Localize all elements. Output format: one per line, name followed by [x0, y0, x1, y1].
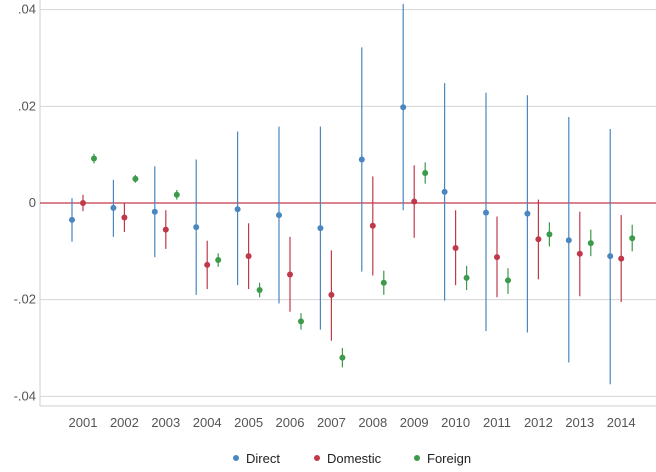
data-point [328, 291, 335, 298]
y-axis-ticks: .04 .02 0 -.02 -.04 [14, 2, 36, 404]
data-point [535, 236, 542, 243]
x-tick-label: 2001 [69, 415, 98, 430]
y-tick-label: .02 [18, 98, 36, 113]
data-point [204, 261, 211, 268]
series-foreign [91, 153, 636, 368]
data-point [441, 188, 448, 195]
data-point [411, 198, 418, 205]
x-tick-label: 2014 [607, 415, 636, 430]
data-point [298, 318, 304, 325]
legend: Direct Domestic Foreign [233, 451, 471, 466]
y-tick-label: -.04 [14, 388, 36, 403]
x-tick-label: 2003 [151, 415, 180, 430]
x-tick-label: 2008 [358, 415, 387, 430]
data-point [234, 206, 241, 213]
data-point [358, 156, 365, 163]
data-point [215, 257, 222, 264]
y-tick-label: .04 [18, 2, 36, 17]
data-point [587, 240, 594, 247]
x-tick-label: 2007 [317, 415, 346, 430]
x-tick-label: 2006 [276, 415, 305, 430]
grid-lines [39, 0, 656, 407]
data-point [151, 208, 158, 215]
data-point [422, 170, 429, 177]
series-direct [69, 3, 614, 385]
data-point [339, 354, 346, 361]
data-point [380, 279, 387, 286]
legend-marker [233, 455, 239, 461]
data-point [505, 277, 511, 284]
data-point [80, 200, 86, 206]
data-point [132, 175, 139, 182]
legend-marker [414, 455, 420, 461]
data-point [287, 271, 293, 278]
data-point [121, 214, 128, 221]
data-point [452, 244, 459, 251]
x-tick-label: 2002 [110, 415, 139, 430]
data-point [91, 155, 97, 162]
legend-marker [314, 455, 320, 461]
data-point [629, 235, 636, 242]
data-point [110, 204, 117, 211]
plot-marks [69, 3, 636, 385]
x-tick-label: 2009 [400, 415, 429, 430]
data-point [162, 226, 169, 233]
legend-label: Foreign [427, 451, 471, 466]
data-point [576, 250, 583, 257]
legend-label: Direct [246, 451, 280, 466]
series-domestic [80, 165, 625, 341]
data-point [193, 224, 200, 231]
data-point [369, 222, 376, 229]
data-point [463, 274, 470, 281]
legend-label: Domestic [327, 451, 382, 466]
data-point [618, 255, 625, 262]
data-point [607, 253, 614, 260]
data-point [400, 104, 407, 111]
x-axis-ticks: 2001 2002 2003 2004 2005 2006 2007 2008 2009 2010… [69, 415, 636, 430]
x-tick-label: 2011 [483, 415, 511, 430]
data-point [173, 191, 180, 198]
data-point [245, 253, 252, 260]
data-point [565, 237, 572, 244]
y-tick-label: 0 [29, 195, 36, 210]
data-point [69, 216, 75, 223]
data-point [256, 287, 263, 293]
data-point [317, 225, 324, 232]
x-tick-label: 2005 [234, 415, 263, 430]
x-tick-label: 2004 [193, 415, 222, 430]
x-tick-label: 2013 [565, 415, 594, 430]
data-point [483, 209, 489, 216]
x-tick-label: 2010 [441, 415, 470, 430]
data-point [546, 231, 553, 238]
data-point [524, 210, 531, 217]
data-point [276, 212, 282, 219]
y-tick-label: -.02 [14, 292, 36, 307]
data-point [494, 254, 500, 261]
x-tick-label: 2012 [524, 415, 553, 430]
